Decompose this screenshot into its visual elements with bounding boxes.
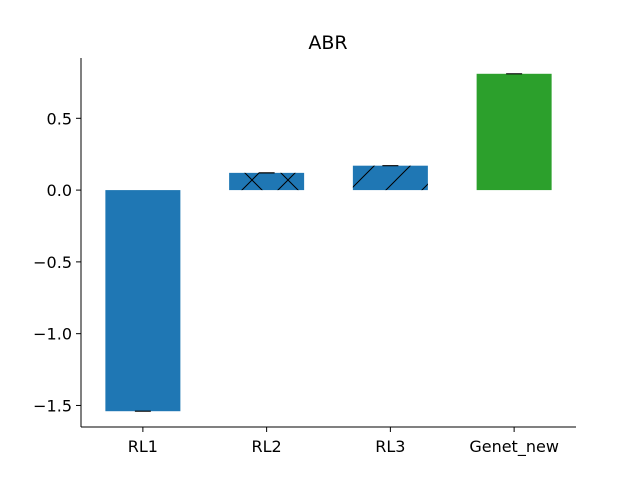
y-tick-label: 0.5 (47, 109, 72, 128)
bars-group (105, 73, 552, 412)
y-tick-label: −1.0 (33, 325, 72, 344)
y-tick-label: 0.0 (47, 181, 72, 200)
x-tick-label: RL2 (252, 437, 282, 456)
bar-genet_new (476, 73, 552, 191)
bar-hatch-rl3 (352, 165, 428, 191)
x-tick-label: Genet_new (469, 437, 559, 457)
y-tick-label: −1.5 (33, 396, 72, 415)
y-tick-label: −0.5 (33, 253, 72, 272)
bar-hatch-rl2 (229, 172, 305, 191)
x-tick-label: RL1 (128, 437, 158, 456)
y-axis: 0.5 0.0 −0.5 −1.0 −1.5 (33, 58, 82, 427)
bar-rl1 (105, 190, 181, 412)
x-tick-label: RL3 (375, 437, 405, 456)
x-axis: RL1 RL2 RL3 Genet_new (81, 426, 576, 457)
chart-title: ABR (308, 32, 347, 54)
